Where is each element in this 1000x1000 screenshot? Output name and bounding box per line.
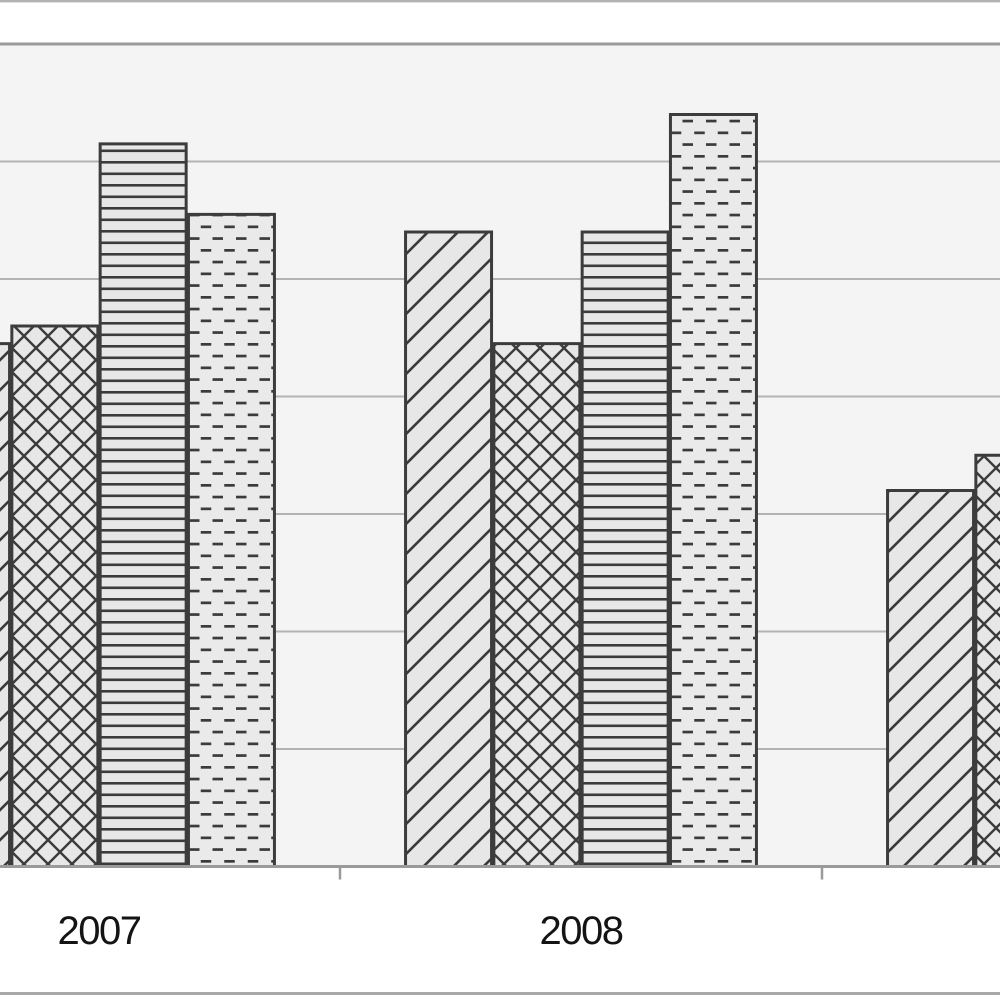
bar-2008-dashes — [668, 113, 758, 868]
x-axis-label-2007: 2007 — [58, 909, 141, 953]
bar-2007-diagonal-hatch — [0, 342, 12, 868]
bar-partial-group-diagonal-hatch — [886, 489, 976, 868]
bar-2008-crosshatch — [492, 342, 582, 868]
bars — [0, 113, 1000, 868]
x-axis-label-2008: 2008 — [540, 909, 623, 953]
x-axis — [0, 865, 1000, 880]
bar-partial-group-crosshatch — [974, 453, 1000, 868]
bar-2008-horizontal-lines — [580, 230, 670, 868]
bar-2007-dashes — [186, 212, 276, 868]
x-axis-labels: 2007 2008 — [58, 909, 625, 953]
bar-2008-diagonal-hatch — [404, 230, 494, 868]
bar-2007-horizontal-lines — [98, 142, 188, 868]
bar-2007-crosshatch — [10, 324, 100, 868]
